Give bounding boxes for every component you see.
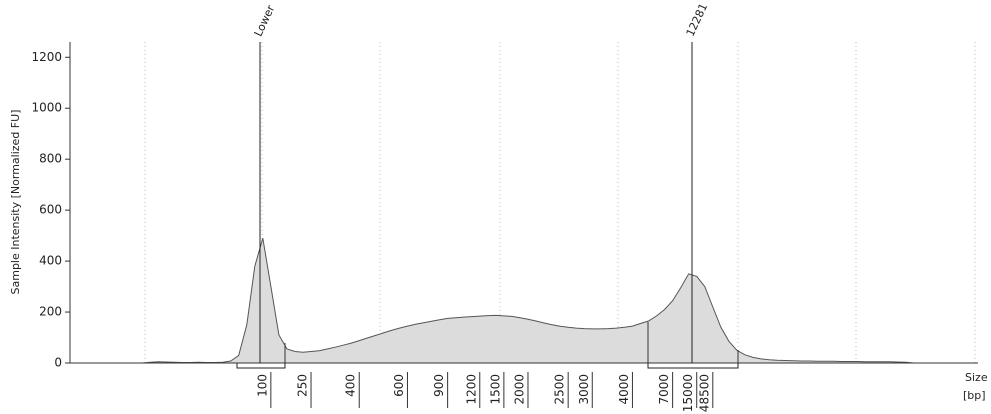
annotation-label: Lower <box>252 3 278 39</box>
y-axis-label: Sample Intensity [Normalized FU] <box>9 110 22 295</box>
y-tick-label: 800 <box>39 152 62 166</box>
x-axis-unit: [bp] <box>963 389 986 402</box>
x-tick-label: 2000 <box>512 374 526 405</box>
area <box>70 238 978 364</box>
x-tick-label: 48500 <box>697 374 711 412</box>
y-tick-label: 400 <box>39 254 62 268</box>
y-tick-label: 1000 <box>31 101 62 115</box>
x-tick-label: 4000 <box>617 374 631 405</box>
grid <box>144 42 976 363</box>
y-tick-label: 600 <box>39 203 62 217</box>
x-tick-label: 7000 <box>657 374 671 405</box>
x-tick-label: 1200 <box>464 374 478 405</box>
x-tick-label: 900 <box>432 374 446 397</box>
y-tick-label: 200 <box>39 305 62 319</box>
x-tick-label: 400 <box>344 374 358 397</box>
y-tick-label: 0 <box>54 356 62 370</box>
x-tick-label: 100 <box>255 374 269 397</box>
x-tick-label: 2500 <box>553 374 567 405</box>
x-tick-label: 15000 <box>681 374 695 412</box>
region-box <box>647 362 739 369</box>
annotation-label: 12281 <box>684 1 711 38</box>
x-tick-label: 250 <box>296 374 310 397</box>
x-axis-label: Size <box>965 371 988 384</box>
x-tick-label: 1500 <box>488 374 502 405</box>
x-tick-label: 600 <box>392 374 406 397</box>
region-box <box>236 362 286 369</box>
y-tick-label: 1200 <box>31 50 62 64</box>
x-tick-label: 3000 <box>577 374 591 405</box>
